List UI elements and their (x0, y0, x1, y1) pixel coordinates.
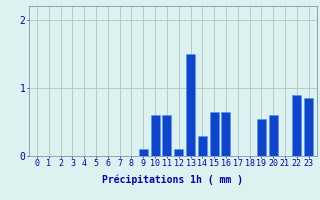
Bar (257, 118, 266, 156)
Bar (186, 54, 195, 156)
Bar (139, 149, 148, 156)
X-axis label: Précipitations 1h ( mm ): Précipitations 1h ( mm ) (102, 174, 243, 185)
Bar (269, 115, 277, 156)
Bar (151, 115, 160, 156)
Bar (210, 112, 219, 156)
Bar (304, 98, 313, 156)
Bar (163, 115, 171, 156)
Bar (174, 149, 183, 156)
Bar (292, 95, 301, 156)
Bar (221, 112, 230, 156)
Bar (198, 136, 207, 156)
